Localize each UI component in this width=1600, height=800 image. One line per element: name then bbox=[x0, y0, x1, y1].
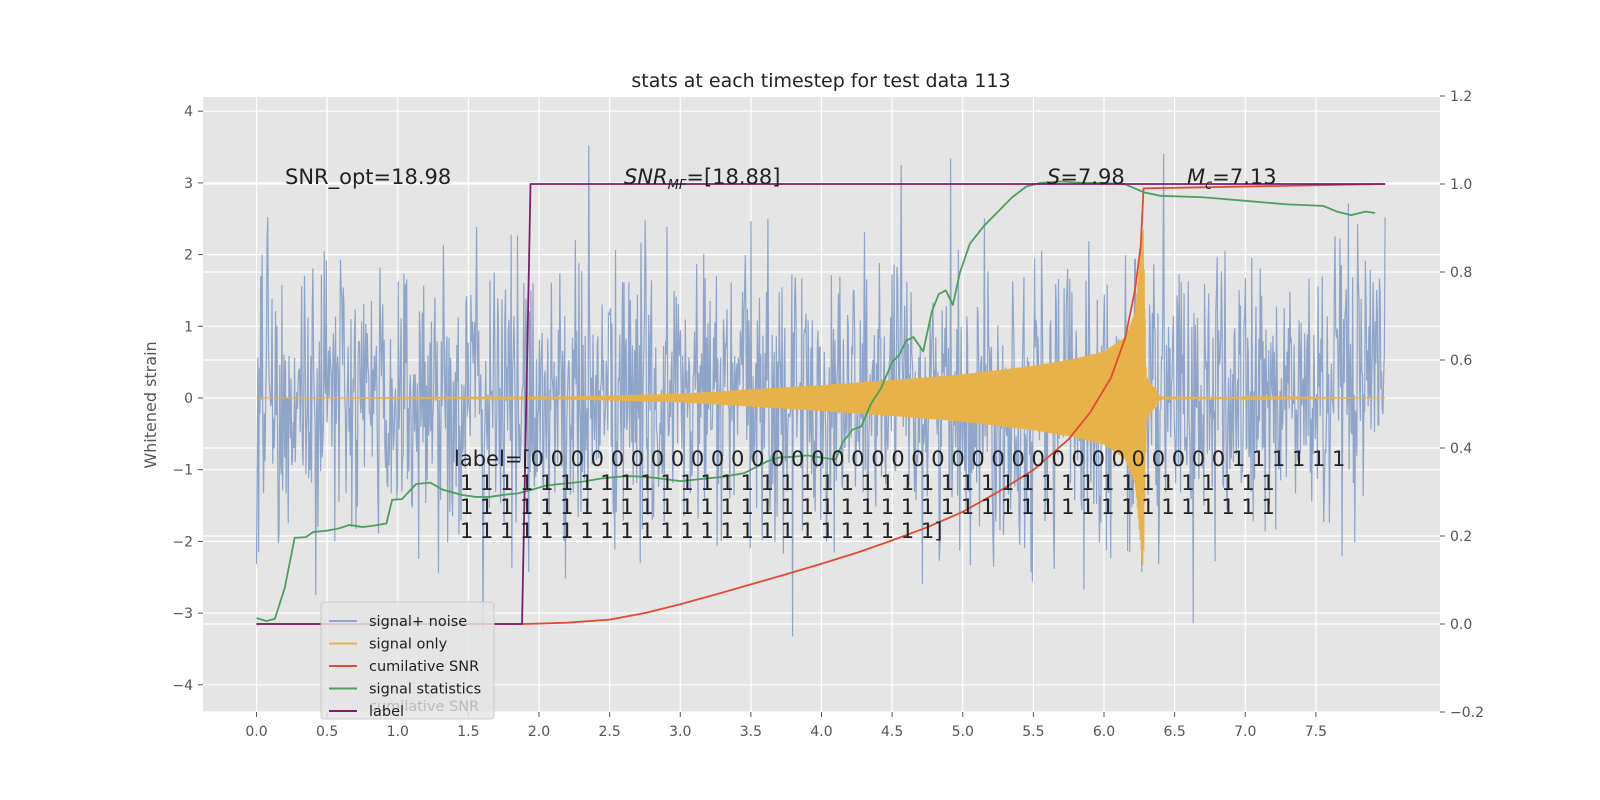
y2-tick-label: 1.0 bbox=[1450, 177, 1472, 193]
x-tick-label: 2.5 bbox=[598, 724, 620, 740]
x-tick-label: 7.0 bbox=[1234, 724, 1256, 740]
mc-value: =7.13 bbox=[1212, 165, 1276, 189]
legend-label: signal statistics bbox=[369, 682, 481, 698]
x-tick-label: 0.0 bbox=[245, 724, 267, 740]
line-signal-statistics bbox=[256, 180, 1376, 622]
y-tick-label: −1 bbox=[172, 463, 193, 479]
x-tick-label: 1.0 bbox=[387, 724, 409, 740]
line-cumilative-snr bbox=[256, 183, 1386, 625]
x-tick-label: 4.0 bbox=[810, 724, 832, 740]
line-signal-plus-noise bbox=[255, 145, 1386, 637]
annotation-s: S=7.98 bbox=[1047, 165, 1125, 189]
y-tick-label: 2 bbox=[184, 248, 193, 264]
x-tick-label: 7.5 bbox=[1305, 724, 1327, 740]
label-text-line-1: label=[0 0 0 0 0 0 0 0 0 0 0 0 0 0 0 0 0… bbox=[454, 447, 1345, 471]
s-symbol: S bbox=[1047, 165, 1060, 189]
y-tick-label: 3 bbox=[184, 176, 193, 192]
y2-tick-label: 0.2 bbox=[1450, 529, 1472, 545]
y2-tick-label: 0.0 bbox=[1450, 617, 1472, 633]
legend-label: label bbox=[369, 704, 404, 720]
legend: cumilative SNR signal+ noise signal only c… bbox=[320, 601, 495, 720]
y-tick-label: 1 bbox=[184, 319, 193, 335]
x-tick-label: 6.5 bbox=[1163, 724, 1185, 740]
axis-ticks: 0.0 0.5 1.0 1.5 2.0 2.5 3.0 3.5 4.0 4.5 5.0 5.5 6.0 6… bbox=[172, 89, 1484, 740]
label-text-line-3: 1 1 1 1 1 1 1 1 1 1 1 1 1 1 1 1 1 1 1 1 … bbox=[460, 495, 1275, 519]
x-tick-label: 1.5 bbox=[457, 724, 479, 740]
annotation-snr-opt: SNR_opt=18.98 bbox=[285, 165, 451, 190]
legend-label: signal only bbox=[369, 637, 448, 653]
y-tick-label: −3 bbox=[172, 606, 193, 622]
legend-label: cumilative SNR bbox=[369, 659, 479, 675]
annotation-mc: Mc=7.13 bbox=[1187, 165, 1277, 193]
y-tick-label: 0 bbox=[184, 391, 193, 407]
y-tick-label: −4 bbox=[172, 678, 193, 694]
y-axis-title: Whitened strain bbox=[141, 341, 160, 468]
y-tick-label: 4 bbox=[184, 104, 193, 120]
y-tick-label: −2 bbox=[172, 534, 193, 550]
mc-subscript: c bbox=[1205, 178, 1212, 193]
snr-mf-value: =[18.88] bbox=[686, 165, 780, 189]
legend-label: signal+ noise bbox=[369, 614, 467, 630]
mc-symbol: M bbox=[1187, 165, 1205, 189]
x-tick-label: 0.5 bbox=[316, 724, 338, 740]
snr-mf-subscript: MF bbox=[668, 178, 687, 193]
y2-tick-label: 1.2 bbox=[1450, 89, 1472, 105]
chart-title: stats at each timestep for test data 113 bbox=[631, 70, 1010, 92]
y2-tick-label: −0.2 bbox=[1450, 705, 1484, 721]
s-value: =7.98 bbox=[1060, 165, 1124, 189]
x-tick-label: 3.0 bbox=[669, 724, 691, 740]
x-tick-label: 2.0 bbox=[528, 724, 550, 740]
series-signal-plus-noise bbox=[255, 145, 1386, 637]
x-tick-label: 5.0 bbox=[952, 724, 974, 740]
x-tick-label: 5.5 bbox=[1022, 724, 1044, 740]
y2-tick-label: 0.8 bbox=[1450, 265, 1472, 281]
snr-mf-symbol: SNR bbox=[624, 165, 668, 189]
y2-tick-label: 0.4 bbox=[1450, 441, 1472, 457]
x-tick-label: 4.5 bbox=[881, 724, 903, 740]
series-signal-only bbox=[256, 229, 1386, 565]
annotation-snr-mf: SNRMF=[18.88] bbox=[624, 165, 780, 193]
label-text-line-2: 1 1 1 1 1 1 1 1 1 1 1 1 1 1 1 1 1 1 1 1 … bbox=[460, 471, 1275, 495]
line-signal-only bbox=[256, 229, 1386, 565]
y2-tick-label: 0.6 bbox=[1450, 353, 1472, 369]
legend-box bbox=[320, 601, 495, 720]
label-text-line-4: 1 1 1 1 1 1 1 1 1 1 1 1 1 1 1 1 1 1 1 1 … bbox=[460, 519, 942, 543]
x-tick-label: 3.5 bbox=[740, 724, 762, 740]
legend-ghost-text: cumilative SNR bbox=[369, 699, 479, 715]
x-tick-label: 6.0 bbox=[1093, 724, 1115, 740]
